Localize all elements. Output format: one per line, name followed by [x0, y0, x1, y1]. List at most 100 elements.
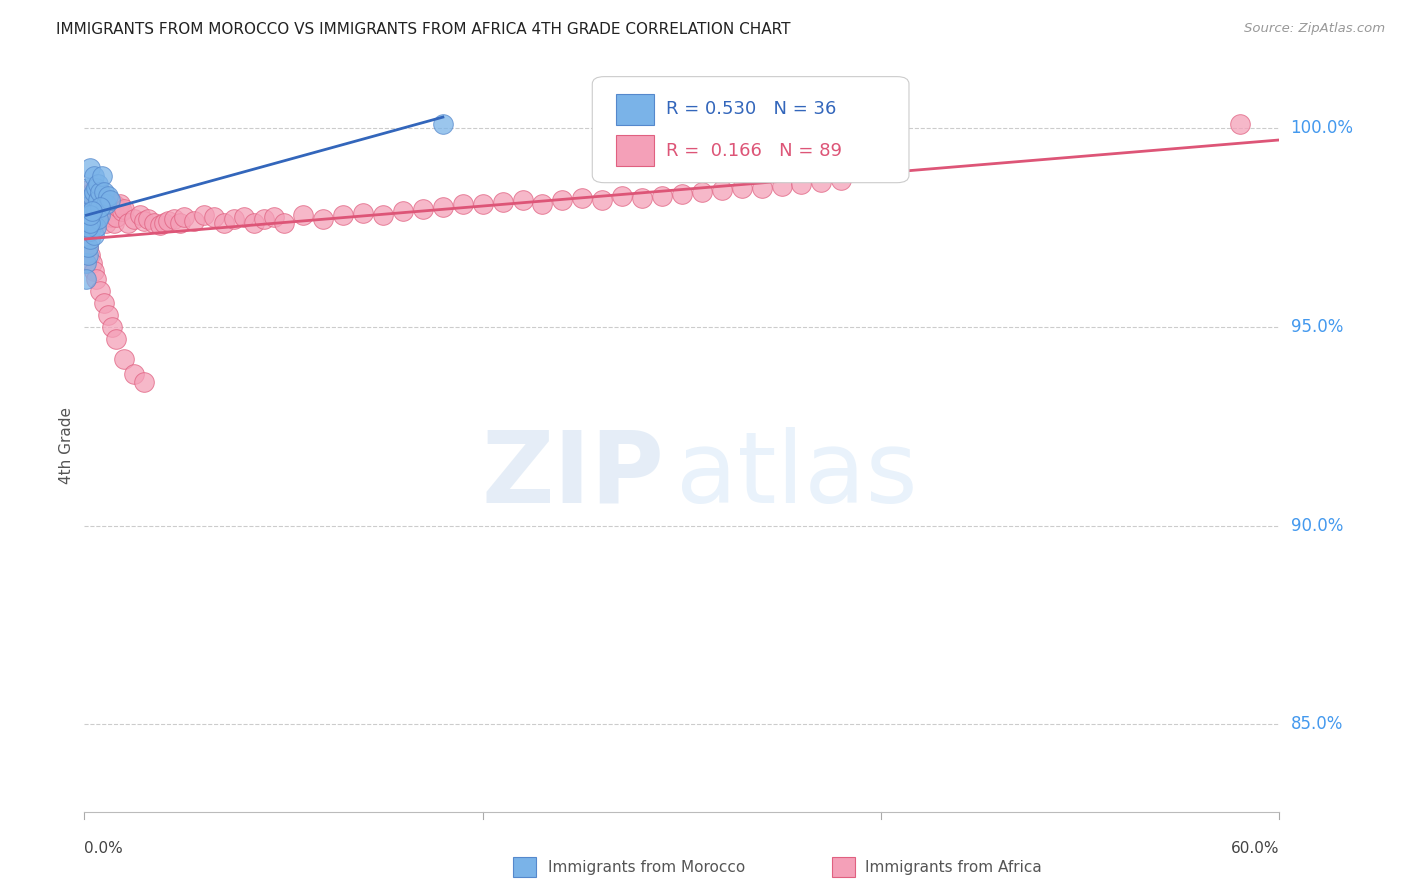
- Point: [97, 188, 120, 202]
- Point: [312, 212, 335, 227]
- Point: [83, 228, 105, 243]
- Point: [93, 196, 115, 211]
- Point: [117, 216, 139, 230]
- Point: [82, 204, 104, 219]
- Point: [202, 211, 225, 225]
- Point: [153, 216, 176, 230]
- Point: [75, 256, 97, 270]
- Point: [103, 216, 125, 230]
- Point: [132, 376, 156, 390]
- Point: [98, 193, 121, 207]
- Point: [97, 308, 120, 322]
- Point: [103, 196, 125, 211]
- Text: R = 0.530   N = 36: R = 0.530 N = 36: [666, 100, 837, 118]
- Point: [83, 185, 105, 199]
- Point: [112, 202, 135, 217]
- Point: [79, 216, 101, 230]
- Point: [610, 188, 633, 202]
- Point: [86, 204, 108, 219]
- Point: [79, 202, 101, 217]
- Text: atlas: atlas: [676, 426, 918, 524]
- Point: [107, 201, 129, 215]
- Point: [292, 209, 315, 223]
- Point: [770, 178, 793, 193]
- Point: [77, 183, 100, 197]
- Point: [79, 232, 101, 246]
- Point: [651, 188, 673, 202]
- Point: [122, 368, 145, 382]
- Point: [96, 196, 118, 211]
- Point: [432, 201, 454, 215]
- Point: [105, 332, 128, 346]
- Point: [253, 212, 276, 227]
- Point: [751, 180, 773, 194]
- Point: [169, 216, 191, 230]
- Point: [93, 206, 115, 220]
- Point: [82, 216, 104, 230]
- Point: [79, 204, 101, 219]
- Point: [89, 185, 111, 199]
- Text: 0.0%: 0.0%: [84, 841, 124, 856]
- Point: [87, 177, 110, 191]
- Point: [79, 209, 101, 223]
- Point: [132, 214, 156, 228]
- Point: [111, 204, 134, 219]
- Point: [136, 212, 159, 227]
- Point: [77, 240, 100, 254]
- Point: [87, 193, 110, 207]
- Y-axis label: 4th Grade: 4th Grade: [59, 408, 75, 484]
- Point: [183, 214, 205, 228]
- Point: [86, 180, 108, 194]
- Point: [112, 351, 135, 366]
- Text: IMMIGRANTS FROM MOROCCO VS IMMIGRANTS FROM AFRICA 4TH GRADE CORRELATION CHART: IMMIGRANTS FROM MOROCCO VS IMMIGRANTS FR…: [56, 22, 790, 37]
- Point: [451, 196, 474, 211]
- Point: [89, 185, 111, 199]
- Point: [93, 296, 115, 310]
- Point: [591, 193, 613, 207]
- Point: [87, 201, 110, 215]
- Point: [86, 220, 108, 235]
- Point: [91, 169, 114, 183]
- Point: [232, 211, 254, 225]
- Point: [93, 185, 115, 199]
- Point: [75, 272, 97, 286]
- Point: [83, 212, 105, 227]
- Point: [222, 212, 245, 227]
- Point: [75, 201, 97, 215]
- Text: 100.0%: 100.0%: [1291, 119, 1354, 137]
- Point: [86, 272, 108, 286]
- Point: [332, 209, 354, 223]
- Point: [82, 256, 104, 270]
- Point: [352, 206, 374, 220]
- Point: [75, 196, 97, 211]
- Point: [790, 177, 813, 191]
- Point: [110, 196, 132, 211]
- FancyBboxPatch shape: [616, 95, 654, 125]
- Point: [690, 185, 713, 199]
- Point: [412, 202, 434, 217]
- Point: [731, 180, 754, 194]
- Point: [101, 211, 124, 225]
- Point: [87, 212, 110, 227]
- Point: [157, 214, 180, 228]
- Point: [89, 201, 111, 215]
- Point: [432, 117, 454, 131]
- Point: [77, 240, 100, 254]
- Point: [82, 216, 104, 230]
- Point: [122, 212, 145, 227]
- Point: [273, 216, 295, 230]
- Point: [242, 216, 264, 230]
- Text: Source: ZipAtlas.com: Source: ZipAtlas.com: [1244, 22, 1385, 36]
- Point: [79, 219, 101, 233]
- FancyBboxPatch shape: [592, 77, 908, 183]
- Point: [86, 186, 108, 201]
- Point: [105, 211, 128, 225]
- Point: [79, 248, 101, 262]
- Point: [392, 204, 415, 219]
- Point: [97, 193, 120, 207]
- Point: [471, 196, 494, 211]
- Point: [79, 224, 101, 238]
- Point: [671, 186, 693, 201]
- Point: [77, 220, 100, 235]
- Point: [77, 180, 100, 194]
